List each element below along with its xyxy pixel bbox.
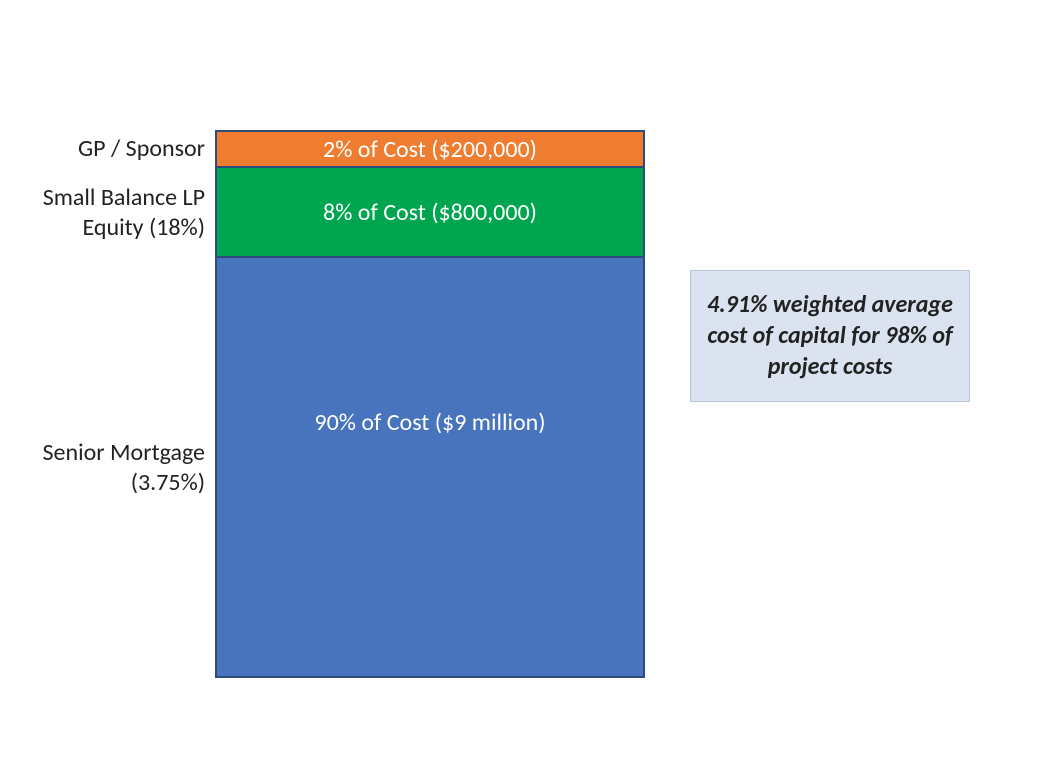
segment-bar-lp: 8% of Cost ($800,000): [215, 168, 645, 258]
segment-value-lp: 8% of Cost ($800,000): [323, 198, 537, 227]
segment-bar-senior: 90% of Cost ($9 million): [215, 258, 645, 678]
segment-row-gp: GP / Sponsor 2% of Cost ($200,000): [0, 130, 1063, 168]
segment-bar-col-senior: 90% of Cost ($9 million): [215, 258, 645, 678]
capital-stack-chart: GP / Sponsor 2% of Cost ($200,000) Small…: [0, 130, 1063, 678]
segment-bar-col-lp: 8% of Cost ($800,000): [215, 168, 645, 258]
segment-label-lp: Small Balance LP Equity (18%): [0, 183, 215, 243]
segment-value-gp: 2% of Cost ($200,000): [323, 135, 537, 164]
segment-label-gp: GP / Sponsor: [0, 134, 215, 164]
segment-bar-col-gp: 2% of Cost ($200,000): [215, 130, 645, 168]
segment-bar-gp: 2% of Cost ($200,000): [215, 130, 645, 168]
segment-value-senior: 90% of Cost ($9 million): [314, 408, 545, 437]
segment-row-lp: Small Balance LP Equity (18%) 8% of Cost…: [0, 168, 1063, 258]
wacc-callout: 4.91% weighted average cost of capital f…: [690, 270, 970, 402]
segment-label-senior: Senior Mortgage (3.75%): [0, 438, 215, 498]
